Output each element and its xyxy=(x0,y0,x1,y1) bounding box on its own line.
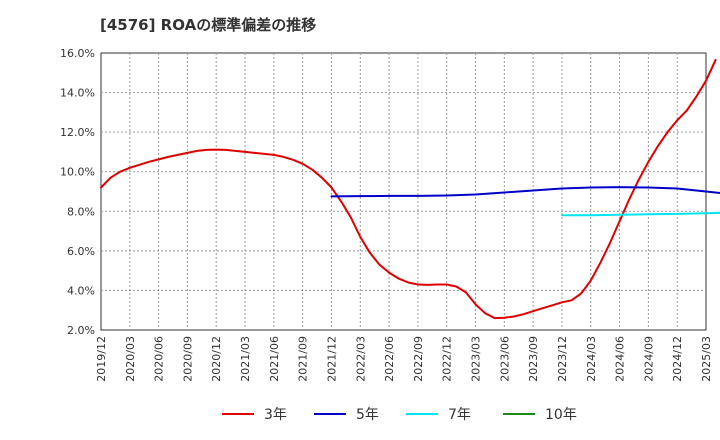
y-axis: 16.0% 14.0% 12.0% 10.0% 8.0% 6.0% 4.0% 2.0% xyxy=(60,47,95,337)
x-axis: 2019/12 2020/03 2020/06 2020/09 2020/12 2021/… xyxy=(95,336,713,382)
x-tick-label: 2020/06 xyxy=(153,336,166,382)
legend-label-2: 7年 xyxy=(448,407,471,423)
x-tick-label: 2019/12 xyxy=(95,336,108,382)
plot-area xyxy=(100,52,707,331)
x-tick-label: 2025/03 xyxy=(700,336,713,382)
x-tick-label: 2022/12 xyxy=(441,336,454,382)
x-tick-label: 2020/12 xyxy=(210,336,223,382)
legend-label-0: 3年 xyxy=(264,407,287,423)
series-line-2 xyxy=(561,211,720,217)
y-tick-label: 8.0% xyxy=(67,205,95,218)
y-tick-label: 2.0% xyxy=(67,324,95,337)
y-tick-label: 4.0% xyxy=(67,284,95,297)
series-line-0 xyxy=(100,58,717,320)
x-tick-label: 2024/06 xyxy=(614,336,627,382)
x-tick-label: 2021/06 xyxy=(268,336,281,382)
series-lines xyxy=(100,58,720,320)
x-tick-label: 2024/12 xyxy=(671,336,684,382)
x-tick-label: 2024/03 xyxy=(585,336,598,382)
x-tick-label: 2024/09 xyxy=(642,336,655,382)
x-tick-label: 2021/03 xyxy=(239,336,252,382)
x-tick-label: 2022/06 xyxy=(383,336,396,382)
grid-lines xyxy=(101,53,706,330)
x-tick-label: 2023/09 xyxy=(527,336,540,382)
x-tick-label: 2020/03 xyxy=(124,336,137,382)
y-tick-label: 14.0% xyxy=(60,87,95,100)
series-line-1 xyxy=(330,186,720,198)
legend-label-3: 10年 xyxy=(545,407,577,423)
chart-title: [4576] ROAの標準偏差の推移 xyxy=(100,16,317,34)
x-tick-label: 2023/12 xyxy=(556,336,569,382)
y-tick-label: 16.0% xyxy=(60,47,95,60)
legend-label-1: 5年 xyxy=(356,407,379,423)
x-tick-label: 2023/03 xyxy=(470,336,483,382)
y-tick-label: 12.0% xyxy=(60,126,95,139)
x-tick-label: 2021/12 xyxy=(325,336,338,382)
y-tick-label: 10.0% xyxy=(60,166,95,179)
y-tick-label: 6.0% xyxy=(67,245,95,258)
x-tick-label: 2022/03 xyxy=(354,336,367,382)
x-tick-label: 2022/09 xyxy=(412,336,425,382)
legend: 3年 5年 7年 10年 xyxy=(222,407,577,423)
x-tick-label: 2020/09 xyxy=(181,336,194,382)
x-tick-label: 2023/06 xyxy=(498,336,511,382)
x-tick-label: 2021/09 xyxy=(297,336,310,382)
